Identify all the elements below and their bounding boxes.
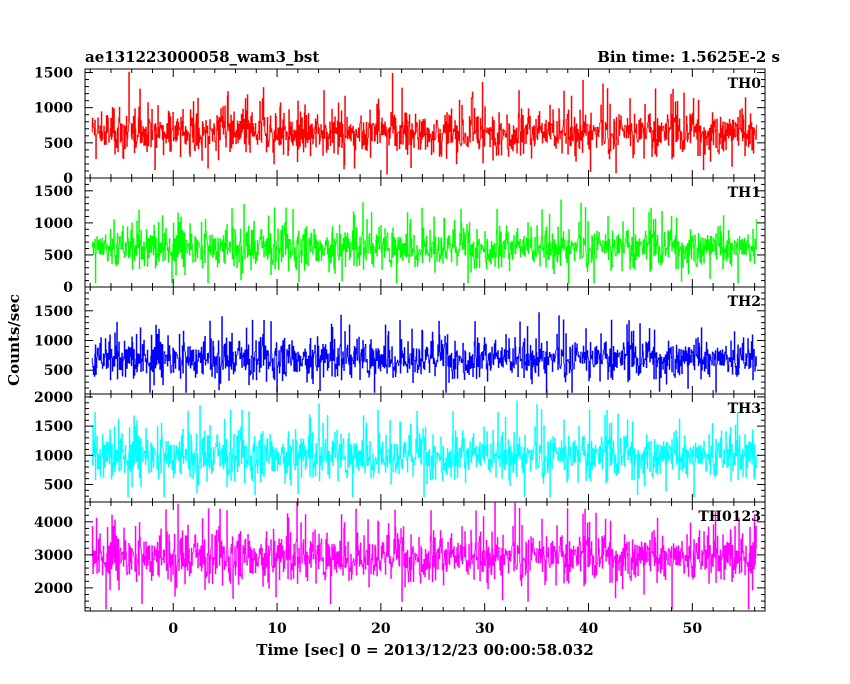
- y-tick-label: 1500: [34, 419, 73, 435]
- x-axis-label: Time [sec] 0 = 2013/12/23 00:00:58.032: [256, 641, 593, 659]
- y-tick-label: 1000: [34, 216, 73, 232]
- y-tick-label: 1000: [34, 101, 73, 117]
- panel-label: TH3: [728, 401, 761, 417]
- panel-th3: 500 1000 1500 2000 TH3: [34, 390, 766, 503]
- y-tick-label: 1000: [34, 334, 73, 350]
- x-tick-label: 40: [579, 621, 599, 637]
- y-tick-label: 500: [44, 363, 73, 379]
- y-tick-label: 0: [63, 171, 73, 187]
- y-tick-label: 2000: [34, 390, 73, 406]
- panel-label: TH1: [728, 185, 761, 201]
- y-tick-label: 500: [44, 477, 73, 493]
- series-th0123: [91, 502, 757, 610]
- series-th3: [91, 400, 757, 498]
- y-axis-label: Counts/sec: [5, 294, 23, 386]
- series-th1: [91, 199, 757, 284]
- y-tick-label: 500: [44, 248, 73, 264]
- y-tick-label: 2000: [34, 581, 73, 597]
- y-tick-label: 1500: [34, 66, 73, 82]
- panel-frame-th1: [84, 177, 766, 288]
- chart-title-right: Bin time: 1.5625E-2 s: [597, 48, 780, 66]
- series-th2: [91, 312, 757, 393]
- y-tick-label: 1000: [34, 448, 73, 464]
- x-tick-label: 50: [683, 621, 703, 637]
- panel-th0123: 2000 3000 4000 TH0123: [34, 501, 766, 612]
- y-tick-label: 1500: [34, 304, 73, 320]
- series-th0: [91, 71, 757, 175]
- x-tick-label: 30: [475, 621, 495, 637]
- x-tick-label: 10: [267, 621, 287, 637]
- chart-title-left: ae131223000058_wam3_bst: [85, 48, 319, 66]
- panel-frame-th0123: [84, 501, 766, 612]
- panel-th0: 0 500 1000 1500 TH0: [34, 66, 766, 187]
- panel-label: TH0123: [698, 509, 761, 525]
- panel-label: TH2: [728, 294, 761, 310]
- x-tick-label: 20: [371, 621, 391, 637]
- y-tick-label: 0: [63, 280, 73, 296]
- panel-th2: 500 1000 1500 TH2: [34, 286, 766, 395]
- y-tick-label: 1500: [34, 184, 73, 200]
- x-tick-label: 0: [168, 621, 178, 637]
- y-tick-label: 4000: [34, 515, 73, 531]
- y-tick-label: 3000: [34, 548, 73, 564]
- panel-frame-th2: [84, 286, 766, 395]
- panel-label: TH0: [728, 76, 762, 92]
- y-tick-label: 500: [44, 136, 73, 152]
- panel-th1: 0 500 1000 1500 TH1: [34, 177, 766, 296]
